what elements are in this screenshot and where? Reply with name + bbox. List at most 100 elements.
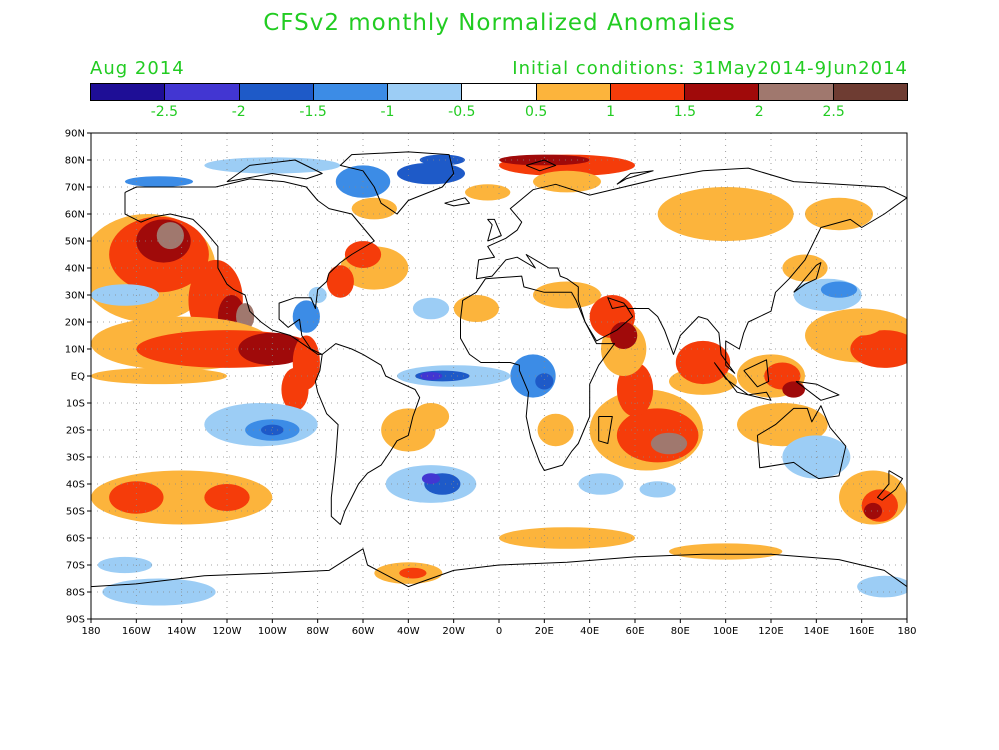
colorbar-swatch (462, 84, 537, 100)
lon-tick-label: 80W (306, 626, 329, 637)
lon-tick-label: 60E (625, 626, 644, 637)
lat-tick-label: 30N (65, 291, 85, 302)
anomaly-region (292, 300, 320, 333)
coastline (475, 167, 907, 374)
anomaly-region (281, 367, 309, 412)
anomaly-region (465, 184, 511, 201)
lat-tick-label: 80N (65, 156, 85, 167)
colorbar-tick-label: 2 (754, 104, 764, 120)
anomaly-region (419, 371, 443, 381)
lat-tick-label: 70N (65, 183, 85, 194)
anomaly-region (91, 367, 227, 385)
colorbar-labels: -2.5 -2 -1.5 -1 -0.5 0.5 1 1.5 2 2.5 (90, 104, 908, 122)
anomaly-region (97, 556, 153, 574)
anomaly-region (675, 340, 731, 385)
lon-tick-label: 180 (897, 626, 916, 637)
colorbar-swatch (313, 84, 389, 100)
coastline (877, 470, 903, 501)
coastline (124, 178, 375, 355)
anomaly-region (397, 162, 465, 185)
anomaly-region (412, 297, 450, 320)
anomaly-region (351, 197, 398, 220)
colorbar-swatch (165, 84, 240, 100)
anomaly-region (261, 424, 284, 436)
anomaly-region (499, 527, 635, 549)
anomaly-region (820, 281, 858, 298)
lon-tick-label: 0 (496, 626, 502, 637)
valid-month-label: Aug 2014 (90, 58, 185, 79)
colorbar-swatch (91, 84, 166, 100)
lon-tick-label: 140E (804, 626, 829, 637)
colorbar-swatch (685, 84, 760, 100)
lon-tick-label: 100W (258, 626, 287, 637)
colorbar-swatch (239, 84, 314, 100)
colorbar-swatch (833, 84, 907, 100)
anomaly-region (344, 241, 382, 268)
coastline (526, 159, 557, 172)
coastline (226, 159, 323, 183)
anomaly-region (863, 502, 883, 520)
anomaly-region (657, 187, 794, 241)
coastline (314, 343, 421, 525)
coastline (743, 359, 770, 388)
lon-tick-label: 140W (167, 626, 196, 637)
lon-tick-label: 40W (397, 626, 420, 637)
lon-tick-label: 160W (122, 626, 151, 637)
anomaly-region (537, 413, 574, 447)
anomaly-region (419, 154, 466, 166)
coastline (616, 170, 654, 185)
anomaly-region (453, 295, 500, 322)
lon-tick-label: 120W (213, 626, 242, 637)
lat-tick-label: 10N (65, 345, 85, 356)
lat-tick-label: 40N (65, 264, 85, 275)
lat-tick-label: 70S (66, 561, 85, 572)
coastline (793, 262, 822, 293)
colorbar-swatch (536, 84, 611, 100)
colorbar-tick-label: -1.5 (299, 104, 327, 120)
anomaly-region (650, 432, 688, 455)
anomaly-region (204, 157, 341, 174)
anomaly-region (805, 197, 873, 231)
anomaly-region (857, 575, 907, 598)
colorbar-tick-label: -0.5 (448, 104, 476, 120)
lat-tick-label: 10S (66, 399, 85, 410)
lat-tick-label: 40S (66, 480, 85, 491)
lon-tick-label: 100E (713, 626, 738, 637)
lon-tick-label: 120E (758, 626, 783, 637)
colorbar-swatch (610, 84, 686, 100)
map-title: CFSv2 monthly Normalized Anomalies (263, 10, 736, 36)
lon-tick-label: 40E (580, 626, 599, 637)
anomaly-region (156, 222, 184, 250)
anomaly-region (533, 170, 601, 193)
anomaly-region (204, 484, 250, 511)
anomaly-region (850, 330, 907, 368)
lat-tick-label: 80S (66, 588, 85, 599)
lat-tick-label: 30S (66, 453, 85, 464)
anomaly-region (412, 403, 450, 430)
lon-tick-label: 20W (442, 626, 465, 637)
lat-tick-label: 60N (65, 210, 85, 221)
lon-tick-label: 20E (535, 626, 554, 637)
lat-tick-label: 20N (65, 318, 85, 329)
lat-tick-label: 60S (66, 534, 85, 545)
anomaly-region (109, 481, 164, 514)
coastline (339, 151, 455, 215)
lat-tick-label: 50S (66, 507, 85, 518)
longitude-labels: 180 160W 140W 120W 100W 80W 60W 40W 20W 0 20E 40E 60… (81, 619, 917, 637)
anomaly-region (421, 473, 441, 484)
colorbar-tick-label: 2.5 (822, 104, 845, 120)
lat-tick-label: EQ (71, 372, 85, 383)
anomaly-region (326, 265, 354, 298)
anomaly-region (535, 373, 554, 390)
anomaly-region (669, 543, 783, 560)
lat-tick-label: 50N (65, 237, 85, 248)
lat-tick-label: 90N (65, 129, 85, 140)
lon-tick-label: 80E (671, 626, 690, 637)
lon-tick-label: 180 (81, 626, 100, 637)
anomaly-region (91, 284, 159, 306)
coastline (598, 416, 613, 444)
coastline (713, 362, 772, 401)
anomaly-region (125, 176, 193, 188)
anomaly-region (610, 322, 638, 349)
colorbar-swatch (388, 84, 463, 100)
